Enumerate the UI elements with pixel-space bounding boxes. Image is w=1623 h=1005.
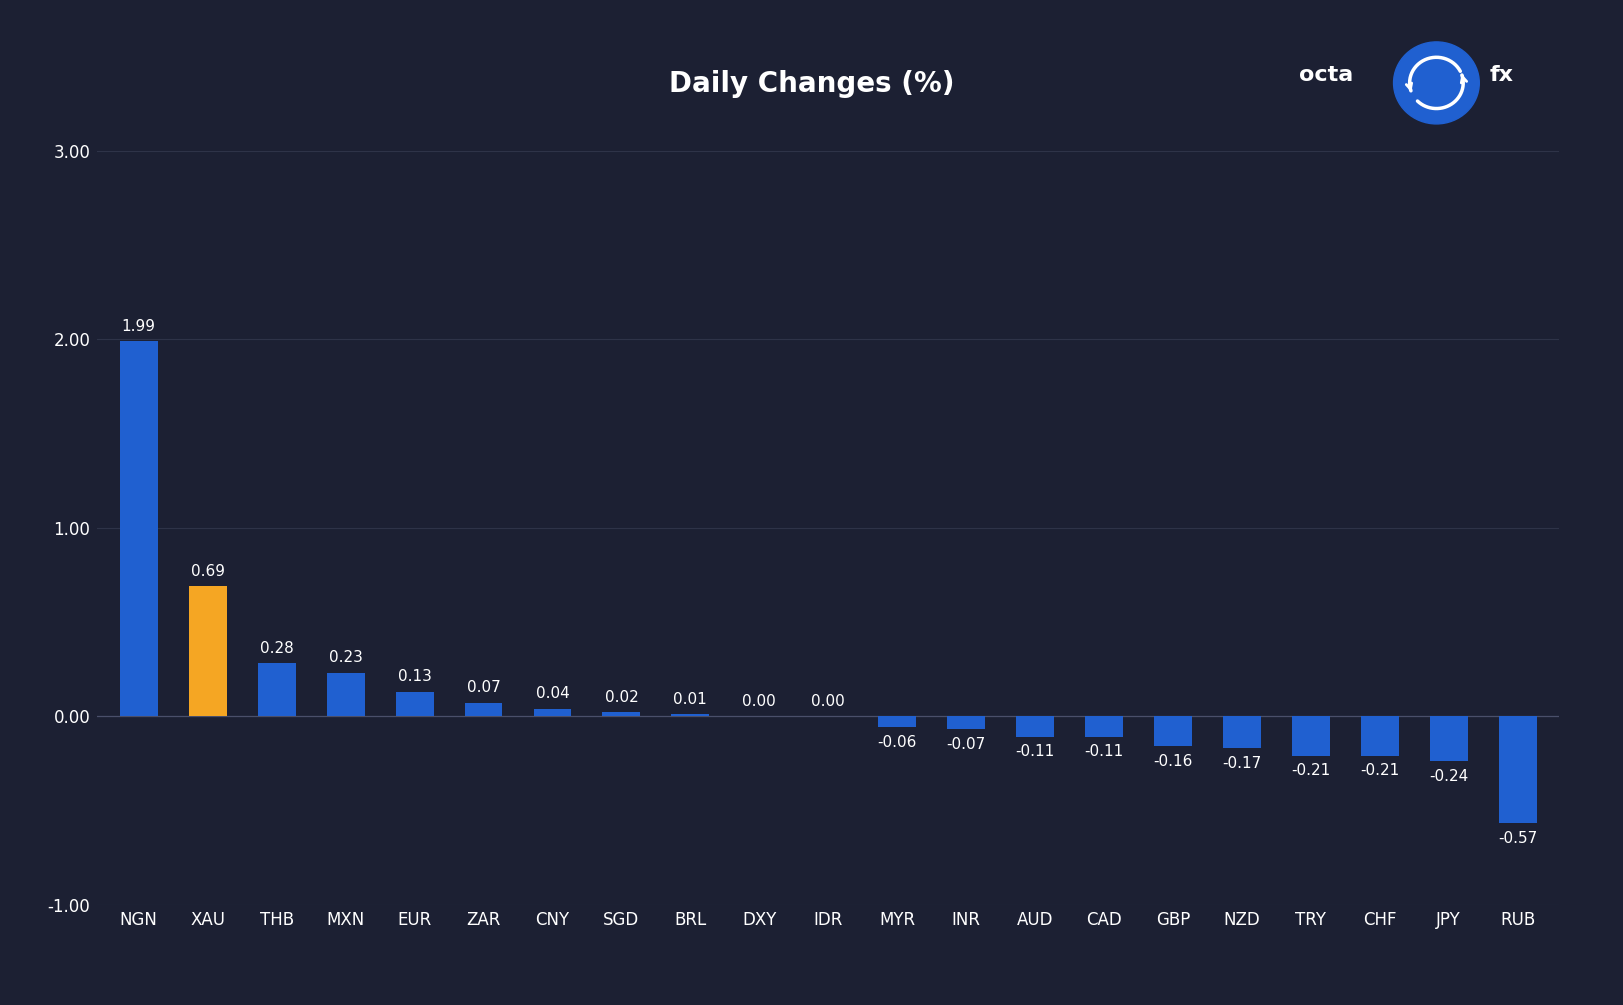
Text: 0.00: 0.00 bbox=[742, 693, 776, 709]
Bar bbox=[1498, 716, 1535, 823]
Bar bbox=[1290, 716, 1329, 756]
Text: -0.24: -0.24 bbox=[1428, 769, 1467, 784]
Text: 0.69: 0.69 bbox=[190, 564, 224, 579]
Bar bbox=[1428, 716, 1467, 762]
Text: -0.21: -0.21 bbox=[1360, 763, 1399, 778]
Bar bbox=[534, 709, 571, 716]
Bar bbox=[602, 713, 639, 716]
Bar bbox=[188, 586, 227, 716]
Text: 1.99: 1.99 bbox=[122, 319, 156, 334]
Text: 0.01: 0.01 bbox=[674, 691, 706, 707]
Text: octa: octa bbox=[1298, 65, 1352, 85]
Text: 0.00: 0.00 bbox=[812, 693, 844, 709]
Bar bbox=[1222, 716, 1259, 748]
Text: 0.23: 0.23 bbox=[328, 650, 362, 665]
Text: -0.16: -0.16 bbox=[1152, 754, 1191, 769]
Text: 0.28: 0.28 bbox=[260, 641, 294, 655]
Circle shape bbox=[1393, 42, 1479, 124]
Text: 0.04: 0.04 bbox=[536, 686, 570, 701]
Text: -0.06: -0.06 bbox=[876, 735, 917, 750]
Bar bbox=[396, 691, 433, 716]
Text: Daily Changes (%): Daily Changes (%) bbox=[669, 70, 954, 98]
Text: -0.11: -0.11 bbox=[1014, 745, 1053, 760]
Text: 0.07: 0.07 bbox=[466, 680, 500, 695]
Bar bbox=[326, 672, 365, 716]
Text: 0.13: 0.13 bbox=[398, 669, 432, 684]
Bar bbox=[670, 715, 709, 716]
Text: -0.57: -0.57 bbox=[1496, 831, 1537, 846]
Bar bbox=[1016, 716, 1053, 737]
Bar bbox=[464, 702, 502, 716]
Bar bbox=[258, 663, 295, 716]
Bar bbox=[120, 341, 157, 716]
Bar bbox=[1084, 716, 1121, 737]
Text: fx: fx bbox=[1488, 65, 1513, 85]
Text: 0.02: 0.02 bbox=[604, 689, 638, 705]
Text: -0.21: -0.21 bbox=[1290, 763, 1329, 778]
Text: -0.17: -0.17 bbox=[1222, 756, 1261, 771]
Bar bbox=[1360, 716, 1397, 756]
Text: -0.11: -0.11 bbox=[1084, 745, 1123, 760]
Bar bbox=[1154, 716, 1191, 746]
Bar bbox=[878, 716, 915, 728]
Bar bbox=[946, 716, 985, 730]
Text: -0.07: -0.07 bbox=[946, 737, 985, 752]
